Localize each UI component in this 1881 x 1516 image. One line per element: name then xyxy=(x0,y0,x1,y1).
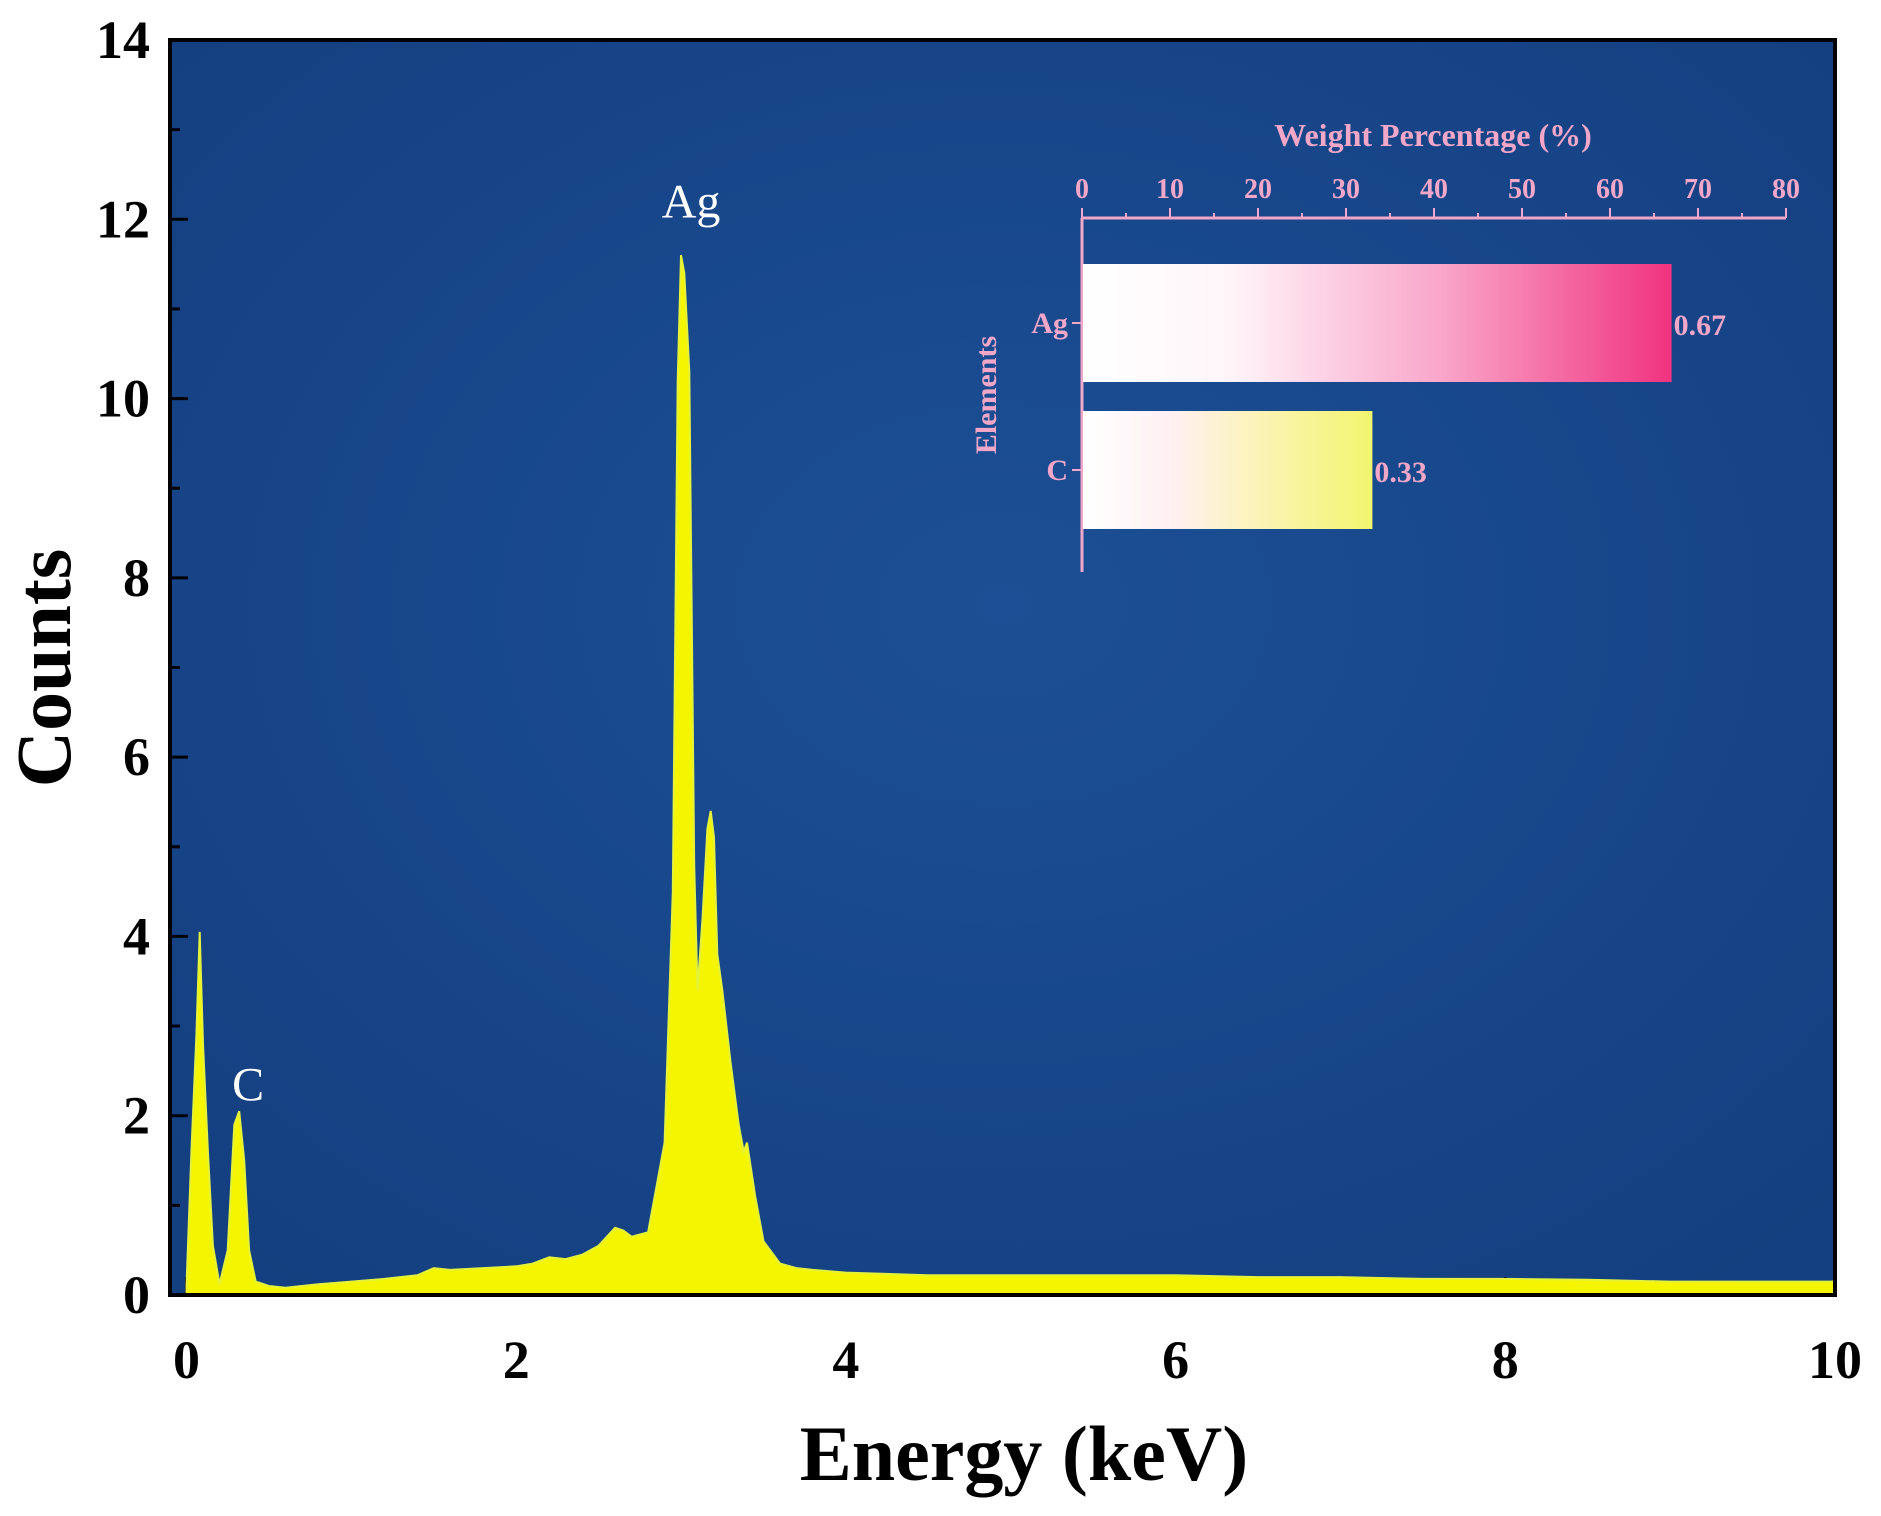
x-tick-label: 2 xyxy=(503,1330,530,1390)
inset-axis-ticks xyxy=(1072,208,1787,572)
y-tick-label: 14 xyxy=(96,10,150,70)
plot-frame xyxy=(168,38,1837,1297)
peak-label-c: C xyxy=(232,1058,264,1111)
spectrum-area xyxy=(185,254,1836,1296)
inset-category-label: Ag xyxy=(1031,307,1068,340)
inset-x-tick-label: 40 xyxy=(1420,174,1448,205)
x-tick-label: 10 xyxy=(1808,1330,1862,1390)
y-tick-label: 2 xyxy=(123,1086,150,1146)
inset-x-tick-label: 30 xyxy=(1332,174,1360,205)
inset-y-axis-label: Elements xyxy=(970,336,1003,454)
inset-x-tick-label: 60 xyxy=(1596,174,1624,205)
bar-value-label: 0.67 xyxy=(1674,309,1727,342)
inset-bars: 0.67 0.33 xyxy=(1083,264,1726,529)
peak-label-ag: Ag xyxy=(662,175,721,228)
x-tick-label: 0 xyxy=(173,1330,200,1390)
inset-x-tick-label: 70 xyxy=(1684,174,1712,205)
inset-category-label: C xyxy=(1046,454,1068,487)
inset-tick-labels: 0 10 20 30 40 50 60 70 80 Ag C xyxy=(1031,174,1800,487)
x-tick-labels: 0 2 4 6 8 10 xyxy=(173,1330,1862,1390)
x-tick-label: 6 xyxy=(1162,1330,1189,1390)
y-axis-label: Counts xyxy=(0,549,87,787)
inset-x-tick-label: 80 xyxy=(1772,174,1800,205)
bar-c xyxy=(1083,411,1373,529)
y-tick-label: 12 xyxy=(96,189,150,249)
inset-x-tick-label: 10 xyxy=(1156,174,1184,205)
inset-title: Weight Percentage (%) xyxy=(1274,117,1592,153)
x-axis-label: Energy (keV) xyxy=(800,1410,1248,1497)
inset-x-tick-label: 50 xyxy=(1508,174,1536,205)
plot-background xyxy=(170,40,1835,1295)
inset-x-tick-label: 0 xyxy=(1075,174,1089,205)
inset-x-tick-label: 20 xyxy=(1244,174,1272,205)
y-tick-label: 4 xyxy=(123,906,150,966)
bar-ag xyxy=(1083,264,1672,382)
y-tick-label: 8 xyxy=(123,548,150,608)
bar-value-label: 0.33 xyxy=(1374,456,1427,489)
y-tick-labels: 0 2 4 6 8 10 12 14 xyxy=(96,10,150,1325)
y-tick-label: 10 xyxy=(96,369,150,429)
inset-weight-chart: Weight Percentage (%) 0 10 20 30 40 50 60 70 80 A… xyxy=(970,117,1800,572)
y-tick-label: 0 xyxy=(123,1265,150,1325)
x-tick-label: 8 xyxy=(1492,1330,1519,1390)
y-tick-label: 6 xyxy=(123,727,150,787)
x-tick-label: 4 xyxy=(832,1330,859,1390)
